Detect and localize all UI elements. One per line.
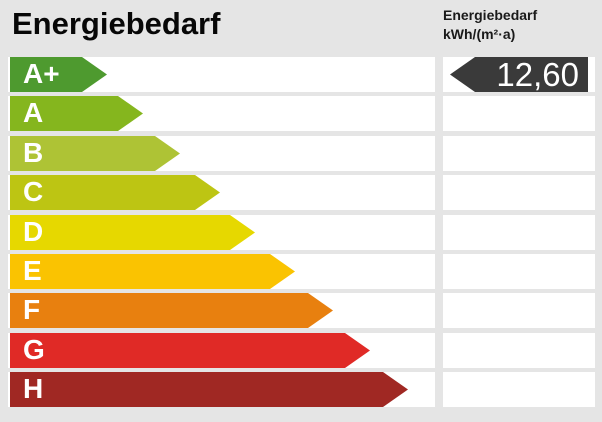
value-text: 12,60	[496, 56, 579, 93]
rating-row: F	[0, 293, 602, 328]
value-track	[443, 215, 595, 250]
unit-metric-label: Energiebedarf	[443, 7, 538, 23]
unit-header: Energiebedarf kWh/(m²·a)	[443, 6, 537, 44]
rating-row: H	[0, 372, 602, 407]
scale-track: G	[8, 333, 435, 368]
value-track	[443, 136, 595, 171]
rating-arrow: A+	[10, 57, 107, 92]
rating-arrow: D	[10, 215, 255, 250]
rating-row: E	[0, 254, 602, 289]
value-track	[443, 293, 595, 328]
rating-letter: G	[23, 333, 45, 365]
scale-track: C	[8, 175, 435, 210]
rating-arrow: F	[10, 293, 333, 328]
scale-track: H	[8, 372, 435, 407]
unit-unit-label: kWh/(m²·a)	[443, 26, 516, 42]
scale-track: E	[8, 254, 435, 289]
rating-letter: A	[23, 96, 44, 128]
value-track	[443, 96, 595, 131]
rating-arrow: B	[10, 136, 180, 171]
rating-letter: D	[23, 215, 44, 247]
value-track	[443, 254, 595, 289]
rating-letter: H	[23, 372, 44, 404]
value-track	[443, 333, 595, 368]
value-track: 12,60	[443, 57, 595, 92]
rating-letter: C	[23, 175, 44, 207]
scale-track: D	[8, 215, 435, 250]
rating-letter: B	[23, 136, 44, 168]
rating-arrow: A	[10, 96, 143, 131]
rating-arrow: E	[10, 254, 295, 289]
scale-track: A	[8, 96, 435, 131]
rating-letter: E	[23, 254, 42, 286]
rating-row: A	[0, 96, 602, 131]
rating-row: A+ 12,60	[0, 57, 602, 92]
rating-row: B	[0, 136, 602, 171]
value-track	[443, 175, 595, 210]
value-track	[443, 372, 595, 407]
scale-track: A+	[8, 57, 435, 92]
rating-row: C	[0, 175, 602, 210]
rating-arrow: H	[10, 372, 408, 407]
scale-track: B	[8, 136, 435, 171]
rating-row: G	[0, 333, 602, 368]
rating-letter: A+	[23, 57, 60, 89]
page-title: Energiebedarf	[12, 6, 221, 41]
rating-arrow: G	[10, 333, 370, 368]
value-arrow: 12,60	[450, 57, 588, 92]
rating-letter: F	[23, 293, 41, 325]
rating-arrow: C	[10, 175, 220, 210]
rating-row: D	[0, 215, 602, 250]
scale-track: F	[8, 293, 435, 328]
